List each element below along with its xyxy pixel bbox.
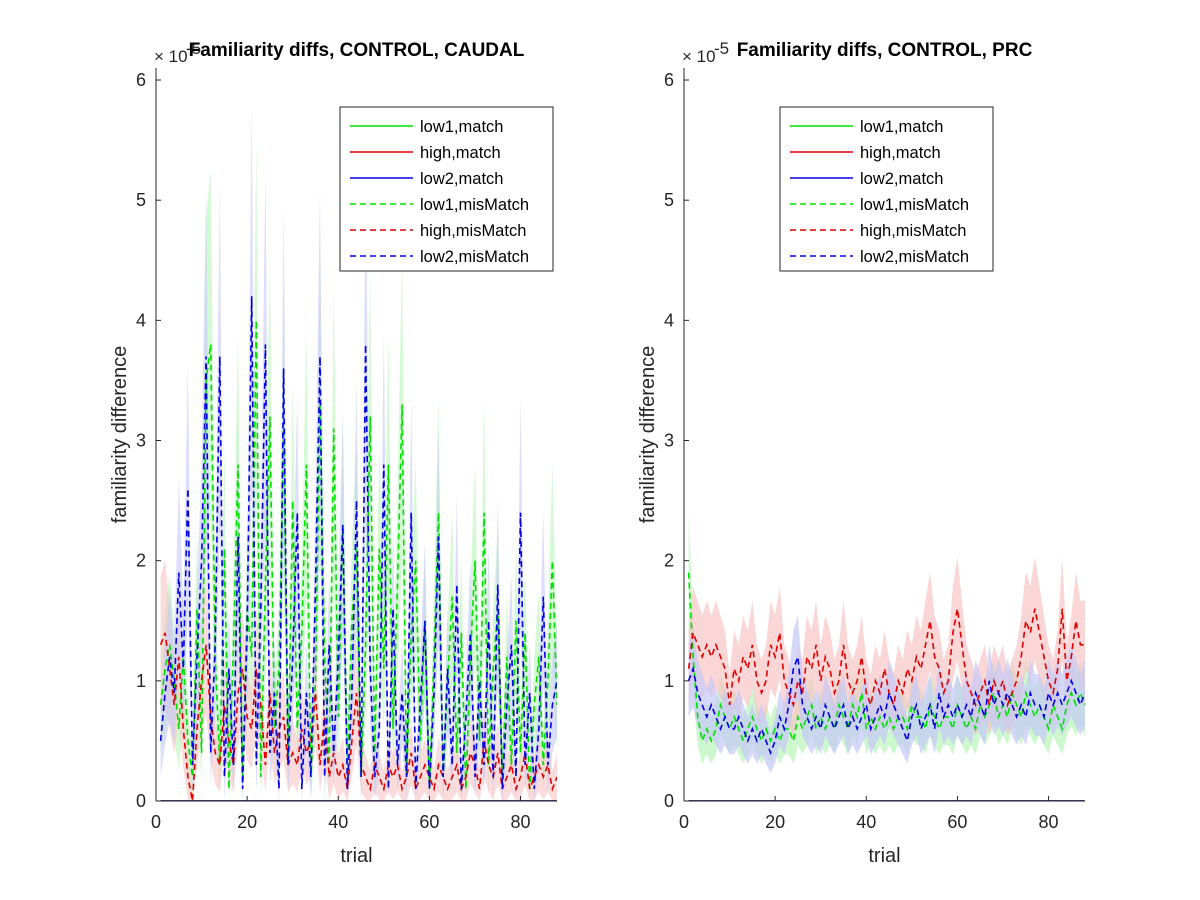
y-tick-label: 4 xyxy=(664,310,674,330)
y-tick-label: 3 xyxy=(664,431,674,451)
x-tick-label: 60 xyxy=(947,812,967,832)
band-high-mismatch xyxy=(160,559,557,801)
chart-title: Familiarity diffs, CONTROL, PRC xyxy=(737,40,1033,61)
plot-content xyxy=(159,105,557,801)
x-tick-label: 20 xyxy=(765,812,785,832)
legend-label: high,match xyxy=(860,144,941,162)
y-tick-label: 4 xyxy=(136,310,146,330)
x-tick-label: 80 xyxy=(1039,812,1059,832)
y-tick-label: 6 xyxy=(664,70,674,90)
legend-label: low1,match xyxy=(860,118,943,136)
series-line-low2-mismatch xyxy=(159,296,557,790)
y-tick-label: 6 xyxy=(136,70,146,90)
legend-label: low2,match xyxy=(860,170,943,188)
x-tick-label: 40 xyxy=(328,812,348,832)
band-low2-mismatch xyxy=(688,615,1085,774)
y-tick-label: 0 xyxy=(664,791,674,811)
x-axis-label: trial xyxy=(340,845,372,867)
legend-label: low2,match xyxy=(420,170,503,188)
y-tick-label: 1 xyxy=(664,671,674,691)
plot-content xyxy=(687,512,1085,801)
series-line-low2-mismatch xyxy=(687,656,1085,756)
chart-title: Familiarity diffs, CONTROL, CAUDAL xyxy=(189,40,525,61)
legend-box xyxy=(339,106,554,272)
legend-label: low2,misMatch xyxy=(420,248,529,266)
y-tick-label: 5 xyxy=(136,190,146,210)
x-tick-label: 20 xyxy=(237,812,257,832)
y-axis-label: familiarity difference xyxy=(637,346,659,523)
x-tick-label: 0 xyxy=(679,812,689,832)
y-axis-label: familiarity difference xyxy=(109,346,131,523)
chart-panel-prc: 0 20 40 60 80 0 1 2 3 4 5 6 × 10-5 Familiarity diffs,… xyxy=(637,39,1085,867)
y-tick-label: 2 xyxy=(664,551,674,571)
y-tick-label: 5 xyxy=(664,190,674,210)
y-tick-label: 2 xyxy=(136,551,146,571)
legend-label: low1,misMatch xyxy=(860,196,969,214)
legend-label: low1,misMatch xyxy=(420,196,529,214)
legend-label: low2,misMatch xyxy=(860,248,969,266)
legend-label: high,match xyxy=(420,144,501,162)
x-tick-label: 60 xyxy=(419,812,439,832)
series-line-low1-mismatch xyxy=(687,572,1085,744)
series-line-high-mismatch xyxy=(687,608,1085,708)
y-tick-label: 0 xyxy=(136,791,146,811)
x-tick-label: 40 xyxy=(856,812,876,832)
x-tick-label: 80 xyxy=(511,812,531,832)
y-tick-label: 1 xyxy=(136,671,146,691)
x-tick-label: 0 xyxy=(151,812,161,832)
y-exponent-power: -5 xyxy=(186,39,201,58)
legend: low1,match high,match low2,match low1,misMa… xyxy=(779,106,994,272)
y-tick-label: 3 xyxy=(136,431,146,451)
legend-box xyxy=(779,106,994,272)
legend-label: high,misMatch xyxy=(420,222,526,240)
x-axis-label: trial xyxy=(868,845,900,867)
legend-label: high,misMatch xyxy=(860,222,966,240)
y-exponent-power: -5 xyxy=(714,39,729,58)
legend: low1,match high,match low2,match low1,misMa… xyxy=(339,106,554,272)
legend-label: low1,match xyxy=(420,118,503,136)
y-exponent-label: × 10 xyxy=(154,47,188,66)
y-exponent-label: × 10 xyxy=(682,47,716,66)
